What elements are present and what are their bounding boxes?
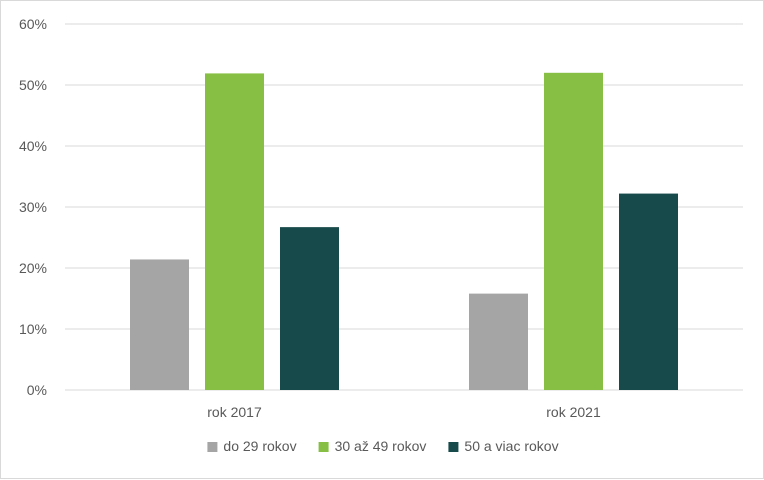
y-tick-label: 60% (19, 16, 47, 32)
legend-swatch-1 (207, 442, 218, 452)
bar-2-cat-1 (205, 73, 264, 390)
bar-1-cat-1 (130, 259, 189, 390)
y-tick-label: 0% (27, 382, 47, 398)
x-axis-labels: rok 2017 rok 2021 (207, 404, 601, 420)
legend-label-2: 30 až 49 rokov (335, 438, 427, 454)
bars (130, 72, 678, 391)
y-tick-label: 20% (19, 260, 47, 276)
legend-label-3: 50 a viac rokov (464, 438, 558, 454)
legend-swatch-3 (448, 442, 459, 452)
legend-swatch-2 (318, 442, 329, 452)
bar-2-cat-2 (544, 72, 603, 391)
y-tick-label: 50% (19, 77, 47, 93)
bar-3-cat-1 (280, 227, 339, 390)
y-tick-label: 10% (19, 321, 47, 337)
y-tick-label: 30% (19, 199, 47, 215)
bar-1-cat-2 (469, 293, 528, 390)
x-category-label: rok 2021 (546, 404, 601, 420)
x-category-label: rok 2017 (207, 404, 262, 420)
bar-3-cat-2 (619, 193, 678, 390)
y-axis-ticks: 0% 10% 20% 30% 40% 50% 60% (19, 16, 47, 398)
legend-label-1: do 29 rokov (223, 438, 296, 454)
y-tick-label: 40% (19, 138, 47, 154)
legend: do 29 rokov 30 až 49 rokov 50 a viac rokov (207, 438, 559, 454)
